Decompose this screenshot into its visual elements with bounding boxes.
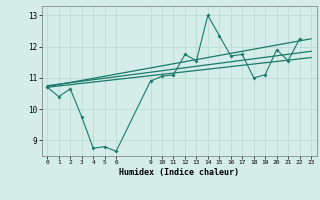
X-axis label: Humidex (Indice chaleur): Humidex (Indice chaleur) [119,168,239,177]
